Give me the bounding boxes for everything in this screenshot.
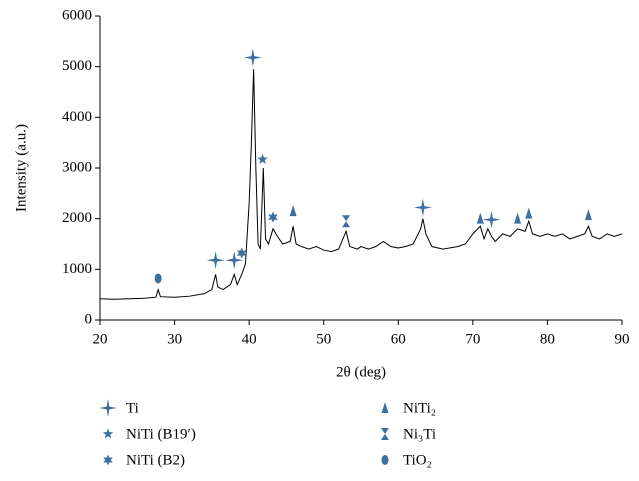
legend-label: Ti: [126, 400, 139, 416]
legend-marker: [381, 402, 389, 413]
y-tick-label: 1000: [62, 261, 92, 277]
marker: [342, 215, 351, 228]
marker: [154, 273, 162, 284]
x-tick-label: 90: [615, 331, 630, 347]
y-tick-label: 5000: [62, 58, 92, 74]
marker: [476, 212, 484, 224]
marker: [243, 48, 262, 67]
marker: [525, 207, 533, 219]
legend-marker: [99, 399, 117, 417]
y-tick-label: 0: [85, 311, 93, 327]
y-axis-label: Intensity (a.u.): [13, 124, 29, 212]
legend-marker: [102, 428, 114, 439]
legend-label: Ni₃Ti: [403, 426, 436, 442]
legend-marker: [381, 428, 389, 440]
marker: [514, 212, 522, 224]
x-tick-label: 70: [465, 331, 480, 347]
y-tick-label: 4000: [62, 109, 92, 125]
y-tick-label: 3000: [62, 159, 92, 175]
marker: [289, 205, 297, 217]
legend-label: NiTi₂: [403, 400, 436, 416]
x-tick-label: 60: [391, 331, 406, 347]
y-tick-label: 6000: [62, 7, 92, 23]
xrd-line: [99, 69, 623, 300]
marker: [236, 247, 247, 259]
legend-marker: [103, 454, 113, 466]
marker: [206, 251, 225, 270]
legend-label: NiTi (B19′): [126, 426, 196, 442]
marker: [413, 198, 432, 217]
legend-label: NiTi (B2): [126, 452, 185, 468]
marker: [225, 251, 244, 270]
x-tick-label: 50: [316, 331, 331, 347]
legend-label: TiO₂: [403, 452, 432, 468]
marker: [482, 210, 501, 229]
x-tick-label: 40: [242, 331, 257, 347]
legend-marker: [381, 455, 389, 465]
x-tick-label: 20: [93, 331, 108, 347]
marker: [584, 209, 592, 221]
marker: [268, 211, 278, 223]
x-tick-label: 80: [540, 331, 555, 347]
x-tick-label: 30: [167, 331, 182, 347]
y-tick-label: 2000: [62, 210, 92, 226]
x-axis-label: 2θ (deg): [336, 364, 386, 380]
marker: [257, 153, 268, 164]
